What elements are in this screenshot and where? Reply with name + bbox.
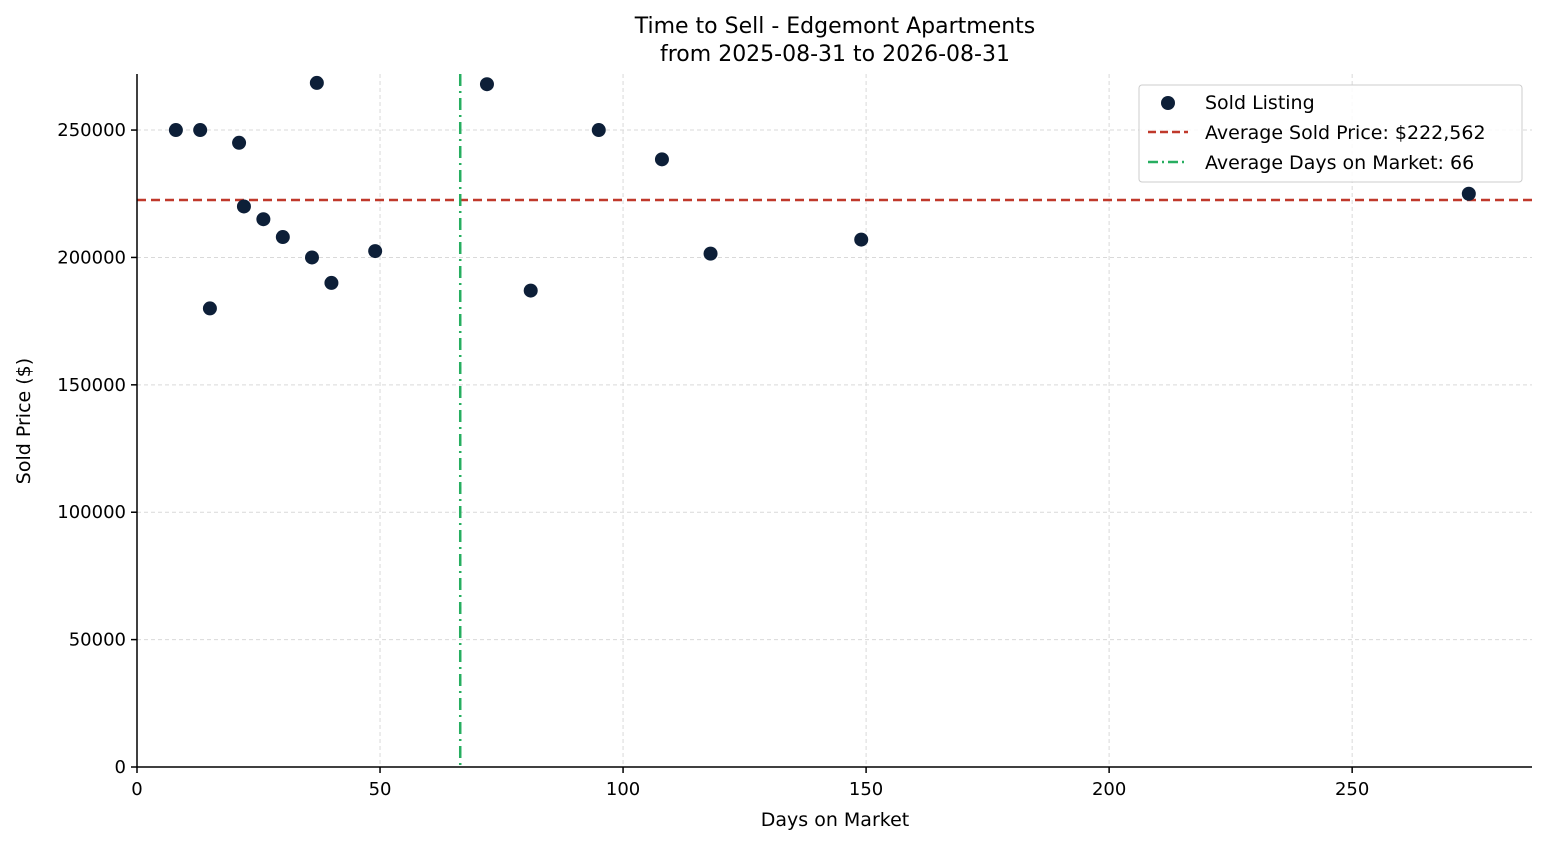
y-tick-label: 250000 [57,120,126,141]
y-tick-label: 150000 [57,375,126,396]
sold-listing-point [854,232,869,247]
x-tick-label: 150 [849,779,883,800]
x-tick-label: 250 [1335,779,1369,800]
sold-listing-point [703,246,718,261]
legend-label-average-price: Average Sold Price: $222,562 [1205,122,1486,144]
x-tick-label: 0 [131,779,142,800]
reference-lines [137,74,1532,767]
chart-title: Time to Sell - Edgemont Apartments [634,14,1036,39]
x-axis-label: Days on Market [761,809,909,831]
y-tick-label: 0 [115,757,126,778]
chart-subtitle: from 2025-08-31 to 2026-08-31 [660,42,1010,67]
y-tick-label: 200000 [57,247,126,268]
sold-listing-point [232,135,247,150]
y-tick-label: 50000 [69,630,126,651]
sold-listing-point [479,77,494,92]
x-tick-label: 100 [606,779,640,800]
scatter-points [168,75,1476,316]
legend-label-sold-listing: Sold Listing [1205,92,1315,114]
legend-marker-sold-listing [1161,96,1175,110]
sold-listing-point [168,123,183,138]
sold-listing-point [324,275,339,290]
x-ticks: 0 50 100 150 200 250 [131,767,1369,800]
sold-listing-point [591,123,606,138]
legend-box [1138,84,1523,183]
sold-listing-point [309,75,324,90]
sold-listing-point [193,123,208,138]
sold-listing-point [1461,186,1476,201]
sold-listing-point [256,212,271,227]
sold-listing-point [368,244,383,259]
axes [136,74,1532,768]
sold-listing-point [654,152,669,167]
sold-listing-point [275,230,290,245]
legend: Sold Listing Average Sold Price: $222,56… [1138,84,1523,183]
sold-listing-point [304,250,319,265]
y-axis-label: Sold Price ($) [13,358,35,484]
y-ticks: 0 50000 100000 150000 200000 250000 [57,120,137,778]
x-tick-label: 200 [1092,779,1126,800]
sold-listing-point [523,283,538,298]
x-tick-label: 50 [369,779,392,800]
sold-listing-point [236,199,251,214]
grid [137,74,1532,767]
sold-listing-point [202,301,217,316]
y-tick-label: 100000 [57,502,126,523]
legend-label-average-days: Average Days on Market: 66 [1205,152,1474,174]
